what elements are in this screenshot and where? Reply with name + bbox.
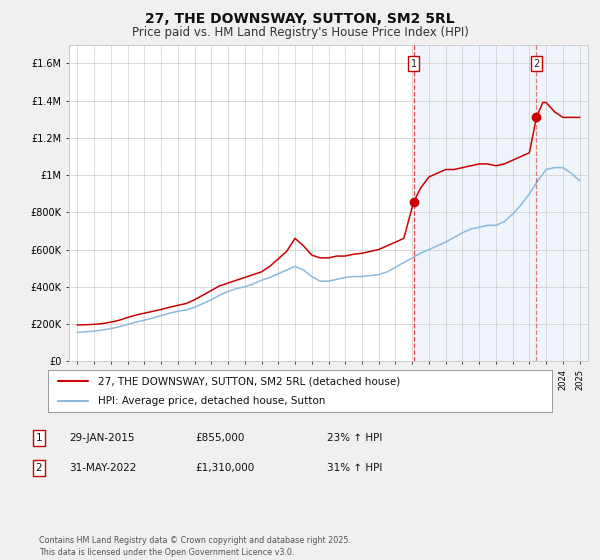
Text: 23% ↑ HPI: 23% ↑ HPI	[327, 433, 382, 443]
Text: Price paid vs. HM Land Registry's House Price Index (HPI): Price paid vs. HM Land Registry's House …	[131, 26, 469, 39]
Text: 2: 2	[35, 463, 43, 473]
Text: 1: 1	[410, 59, 416, 69]
Text: 31-MAY-2022: 31-MAY-2022	[69, 463, 136, 473]
Text: 31% ↑ HPI: 31% ↑ HPI	[327, 463, 382, 473]
Text: 27, THE DOWNSWAY, SUTTON, SM2 5RL (detached house): 27, THE DOWNSWAY, SUTTON, SM2 5RL (detac…	[98, 376, 401, 386]
Text: £855,000: £855,000	[195, 433, 244, 443]
Bar	[413, 45, 588, 361]
Text: Contains HM Land Registry data © Crown copyright and database right 2025.
This d: Contains HM Land Registry data © Crown c…	[39, 536, 351, 557]
Text: 27, THE DOWNSWAY, SUTTON, SM2 5RL: 27, THE DOWNSWAY, SUTTON, SM2 5RL	[145, 12, 455, 26]
Text: £1,310,000: £1,310,000	[195, 463, 254, 473]
Text: 2: 2	[533, 59, 539, 69]
Text: HPI: Average price, detached house, Sutton: HPI: Average price, detached house, Sutt…	[98, 396, 326, 406]
Text: 29-JAN-2015: 29-JAN-2015	[69, 433, 134, 443]
Text: 1: 1	[35, 433, 43, 443]
